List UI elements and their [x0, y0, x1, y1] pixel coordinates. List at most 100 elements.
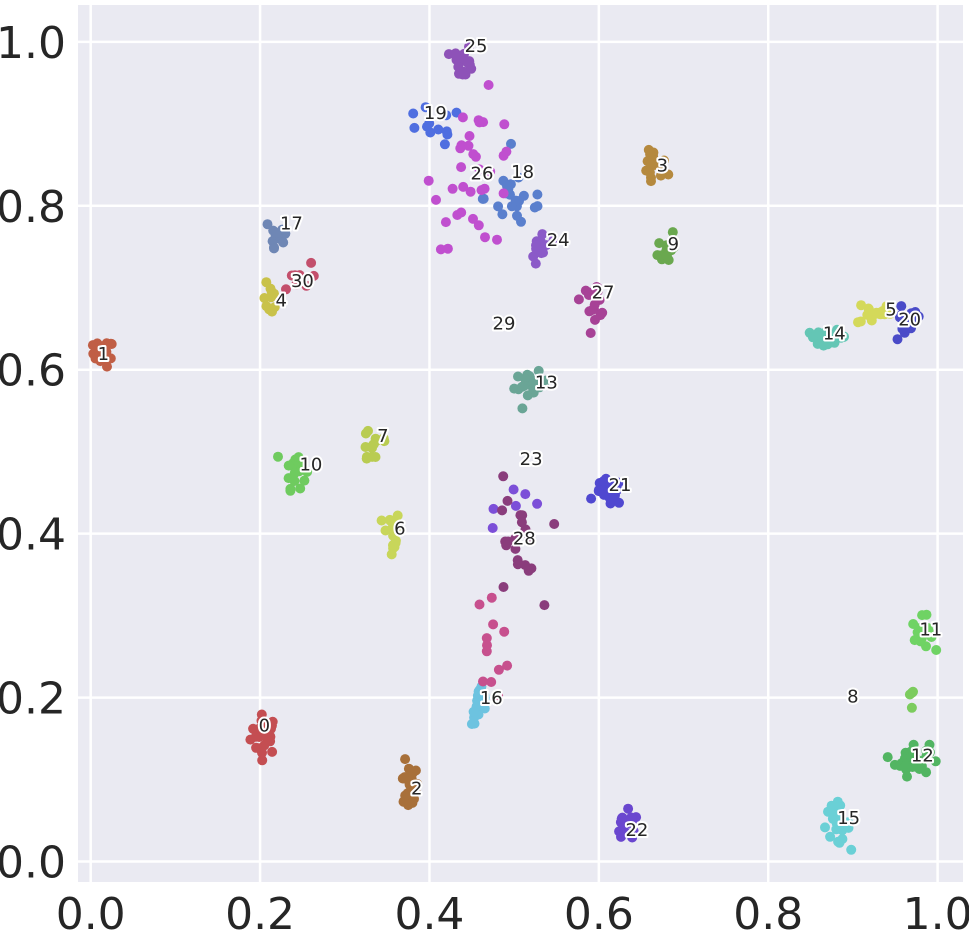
- point-cluster-30: [286, 270, 297, 281]
- point-cluster-28: [516, 517, 527, 528]
- point-cluster-21: [603, 486, 614, 497]
- point-cluster-7: [361, 453, 372, 464]
- point-cluster-18: [502, 180, 512, 191]
- point-cluster-26: [464, 131, 475, 141]
- cluster-label-1: 1: [98, 344, 109, 365]
- cluster-label-19: 19: [424, 103, 447, 124]
- point-cluster-20: [905, 312, 916, 323]
- cluster-label-6: 6: [394, 519, 405, 540]
- point-cluster-16: [468, 706, 479, 717]
- point-cluster-10: [299, 475, 310, 486]
- point-cluster-4: [269, 288, 279, 299]
- point-cluster-16: [479, 703, 490, 714]
- point-cluster-27: [592, 282, 603, 293]
- x-tick-label: 0.6: [564, 889, 634, 939]
- point-cluster-29: [478, 676, 488, 687]
- cluster-label-13: 13: [535, 373, 558, 394]
- point-cluster-18: [529, 202, 540, 213]
- point-cluster-10: [289, 476, 300, 486]
- point-cluster-14: [820, 335, 831, 346]
- point-cluster-15: [825, 831, 836, 842]
- y-tick-label: 0.4: [0, 510, 66, 561]
- point-cluster-6: [376, 515, 387, 526]
- point-cluster-9: [668, 242, 679, 253]
- point-cluster-11: [908, 619, 919, 629]
- point-cluster-27: [595, 310, 606, 321]
- y-tick-label: 0.8: [0, 182, 66, 233]
- point-cluster-11: [917, 610, 928, 621]
- point-cluster-10: [293, 452, 304, 463]
- point-cluster-18: [516, 216, 526, 227]
- point-cluster-28: [539, 600, 550, 611]
- point-cluster-12: [899, 761, 910, 772]
- point-cluster-18: [493, 201, 504, 212]
- cluster-label-23: 23: [520, 449, 543, 470]
- cluster-label-17: 17: [280, 214, 303, 235]
- point-cluster-25: [464, 59, 475, 70]
- point-cluster-26: [480, 232, 490, 243]
- point-cluster-23: [510, 500, 521, 511]
- y-axis-ticks: 0.0 0.2 0.4 0.6 0.8 1.0: [0, 18, 66, 889]
- cluster-label-10: 10: [299, 455, 322, 476]
- point-cluster-7: [363, 425, 373, 436]
- point-cluster-13: [517, 381, 528, 392]
- point-cluster-28: [498, 582, 509, 592]
- point-cluster-15: [837, 825, 848, 836]
- point-cluster-10: [295, 483, 306, 494]
- y-tick-label: 0.0: [0, 838, 66, 889]
- point-cluster-24: [548, 235, 559, 246]
- point-cluster-26: [456, 207, 467, 218]
- point-cluster-25: [450, 48, 461, 59]
- x-tick-label: 1.0: [903, 889, 969, 939]
- point-cluster-19: [409, 122, 420, 133]
- point-cluster-3: [659, 155, 669, 166]
- point-cluster-19: [439, 139, 450, 150]
- x-axis-ticks: 0.0 0.2 0.4 0.6 0.8 1.0: [56, 889, 969, 939]
- point-cluster-0: [256, 709, 267, 720]
- point-cluster-18: [506, 138, 516, 149]
- point-cluster-27: [585, 287, 596, 298]
- point-cluster-12: [882, 752, 893, 763]
- cluster-label-0: 0: [259, 715, 270, 736]
- point-cluster-26: [440, 217, 451, 228]
- cluster-label-8: 8: [847, 687, 858, 708]
- point-cluster-10: [273, 451, 283, 462]
- point-cluster-19: [441, 126, 452, 137]
- cluster-label-11: 11: [919, 619, 942, 640]
- point-cluster-26: [478, 117, 489, 128]
- point-cluster-0: [267, 746, 278, 757]
- point-cluster-19: [420, 102, 431, 113]
- point-cluster-26: [465, 186, 476, 197]
- point-cluster-1: [106, 339, 117, 349]
- point-cluster-26: [501, 146, 512, 157]
- point-cluster-11: [915, 636, 926, 647]
- point-cluster-10: [285, 485, 296, 496]
- point-cluster-13: [513, 371, 523, 382]
- point-cluster-3: [645, 159, 656, 170]
- point-cluster-26: [470, 151, 481, 162]
- cluster-label-28: 28: [513, 528, 536, 549]
- point-cluster-26: [457, 112, 468, 123]
- point-cluster-12: [907, 762, 918, 772]
- cluster-label-16: 16: [480, 688, 503, 709]
- point-cluster-10: [289, 468, 300, 479]
- point-cluster-0: [254, 732, 265, 742]
- point-cluster-29: [481, 633, 492, 644]
- point-cluster-0: [261, 722, 272, 733]
- point-cluster-19: [433, 124, 444, 135]
- point-cluster-18: [497, 209, 508, 220]
- point-cluster-3: [644, 167, 655, 178]
- y-tick-label: 0.2: [0, 674, 66, 725]
- point-cluster-13: [528, 383, 539, 394]
- point-cluster-10: [302, 466, 313, 477]
- point-cluster-16: [478, 695, 489, 706]
- point-cluster-25: [457, 69, 468, 80]
- point-cluster-2: [402, 788, 413, 799]
- point-cluster-15: [820, 822, 830, 833]
- point-cluster-28: [510, 533, 521, 544]
- point-cluster-5: [855, 316, 866, 327]
- point-cluster-19: [424, 118, 435, 129]
- point-cluster-23: [508, 484, 519, 495]
- point-cluster-14: [829, 337, 840, 348]
- point-cluster-23: [532, 498, 543, 509]
